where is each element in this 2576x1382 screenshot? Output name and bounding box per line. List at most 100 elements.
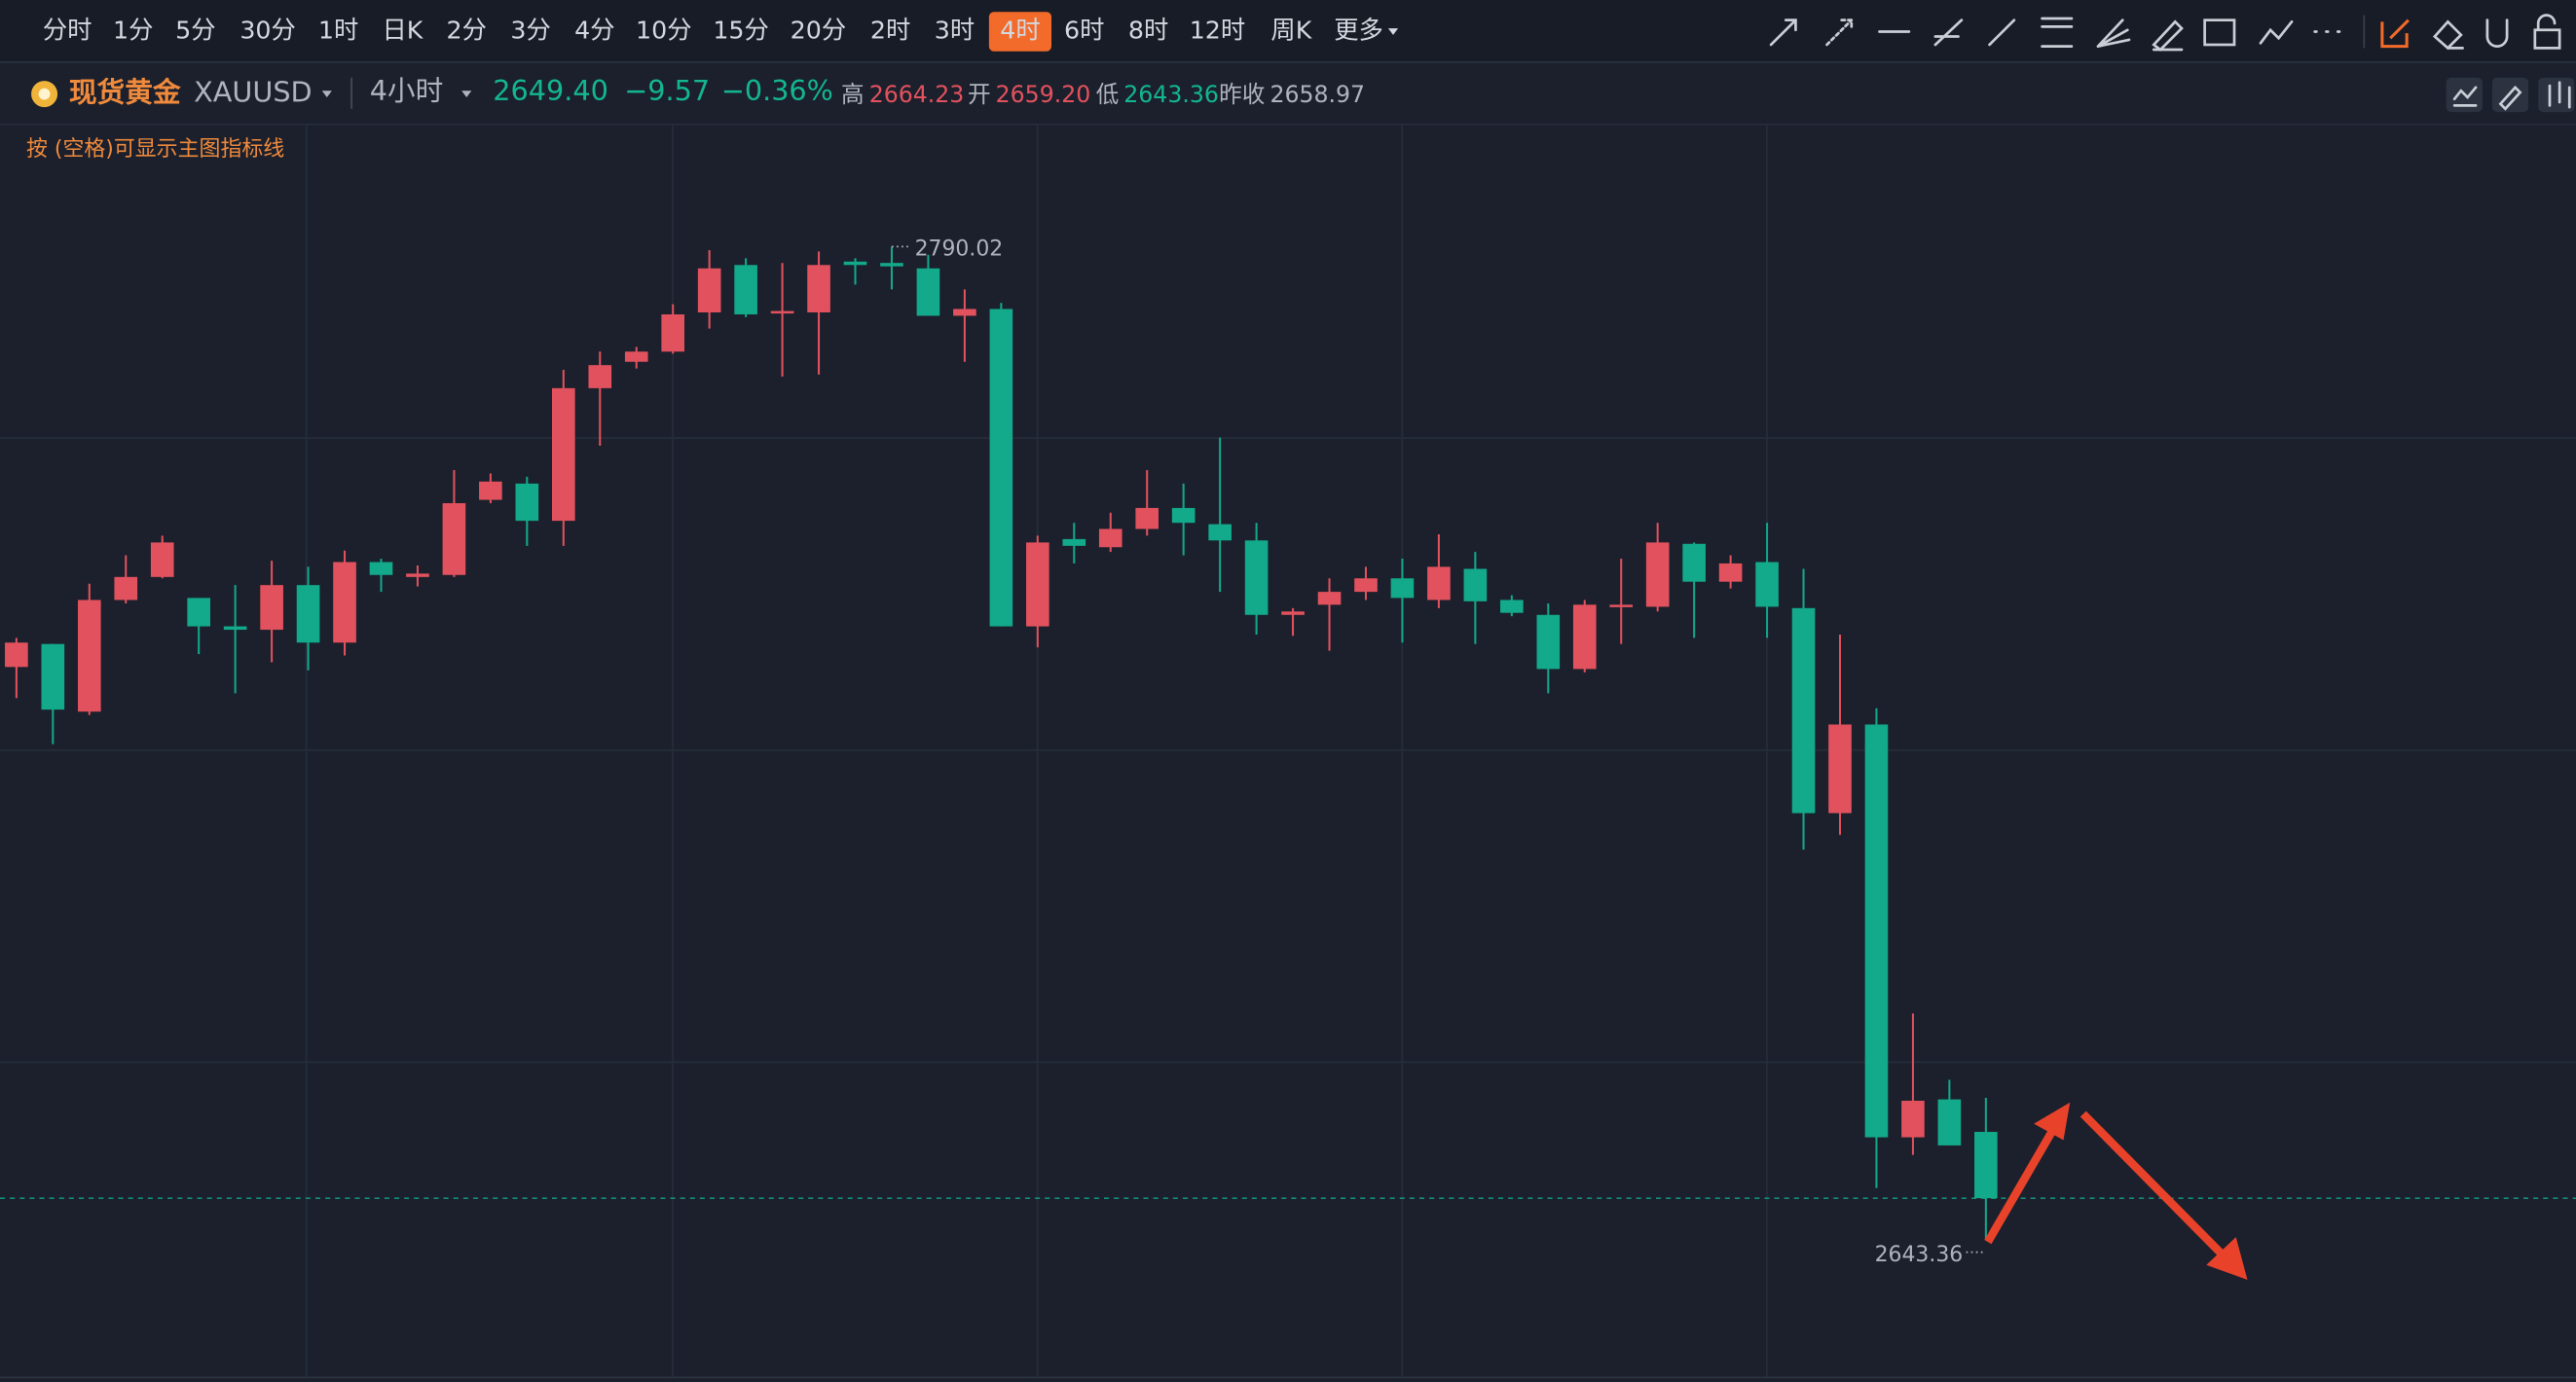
interval[interactable]: 6时 xyxy=(1064,16,1104,44)
candle-body xyxy=(1281,611,1305,615)
annotation-arrows xyxy=(1984,1102,2248,1280)
dropdown-caret xyxy=(461,91,472,97)
candle-body xyxy=(1390,578,1415,599)
candle-body xyxy=(807,265,830,312)
interval[interactable]: 2时 xyxy=(870,16,910,44)
symbol-name[interactable]: 现货黄金 xyxy=(69,76,181,109)
candle-body xyxy=(1645,542,1670,607)
price-change: −9.57 xyxy=(624,74,710,107)
candle-body xyxy=(953,309,976,316)
candle-body xyxy=(1536,614,1561,670)
tool-fan[interactable] xyxy=(2096,18,2131,49)
arrow-up-shaft xyxy=(1984,1126,2058,1245)
interval[interactable]: 10分 xyxy=(636,16,691,44)
arrow-down-head xyxy=(2206,1237,2248,1280)
tool-eraser[interactable] xyxy=(2432,19,2464,51)
candle-body xyxy=(880,263,903,267)
candle-body xyxy=(150,542,174,577)
candle-body xyxy=(41,643,65,710)
tool-lock[interactable] xyxy=(2533,14,2561,50)
prev-close-value: 2658.97 xyxy=(1270,81,1365,108)
interval-bar: 分时 1分 5分 30分 1时 日K 2分 3分 4分 10分 15分 20分 2时 3时 4时 6时 8时 12… xyxy=(43,12,1399,52)
interval[interactable]: 12时 xyxy=(1190,16,1246,44)
low-value: 2643.36 xyxy=(1123,81,1219,108)
interval[interactable]: 3时 xyxy=(935,16,975,44)
candle-body xyxy=(989,309,1013,627)
candle-body xyxy=(1755,562,1779,607)
symbol-code[interactable]: XAUUSD xyxy=(194,76,313,109)
tool-fib[interactable] xyxy=(2041,17,2074,49)
tool-pen[interactable] xyxy=(2152,19,2184,52)
chart-grid xyxy=(0,125,2576,1379)
period[interactable]: 4小时 xyxy=(370,74,444,107)
candle-body xyxy=(369,562,393,575)
candle-body xyxy=(843,261,867,266)
interval[interactable]: 5分 xyxy=(175,16,215,44)
interval[interactable]: 1时 xyxy=(318,16,358,44)
arrow-up-head xyxy=(2034,1102,2071,1141)
interval[interactable]: 3分 xyxy=(510,16,550,44)
candle-body xyxy=(1572,604,1597,670)
candle-body xyxy=(223,626,247,631)
tool-wave[interactable] xyxy=(2259,19,2294,45)
interval[interactable]: 15分 xyxy=(713,16,768,44)
candle-body xyxy=(734,265,757,315)
candle-body xyxy=(1828,724,1852,814)
candle-body xyxy=(77,600,101,712)
candle-body xyxy=(1974,1132,1998,1199)
candle-body xyxy=(1718,563,1743,582)
interval[interactable]: 分时 xyxy=(43,16,92,44)
candle-body xyxy=(406,573,429,577)
interval[interactable]: 日K xyxy=(382,16,423,44)
candle-body xyxy=(1244,540,1269,615)
tool-magnet[interactable] xyxy=(2485,18,2509,48)
candle-body xyxy=(697,268,721,312)
candle-body xyxy=(1026,542,1049,627)
tool-trend[interactable] xyxy=(1933,18,1964,47)
interval[interactable]: 20分 xyxy=(791,16,847,44)
interval[interactable]: 4分 xyxy=(574,16,614,44)
tool-image[interactable] xyxy=(2203,18,2236,47)
interval[interactable]: 更多 xyxy=(1334,16,1383,44)
candle-body xyxy=(1354,578,1378,593)
price-change-pct: −0.36% xyxy=(721,74,833,107)
interval[interactable]: 1分 xyxy=(113,16,153,44)
candle-body xyxy=(624,351,648,362)
candle-body xyxy=(333,562,356,643)
candle-body xyxy=(1208,524,1232,541)
candle-body xyxy=(1463,568,1488,601)
candle-body xyxy=(588,365,612,388)
low-label: 低 xyxy=(1096,81,1120,108)
prev-close-label: 昨收 xyxy=(1219,81,1265,108)
tool-edit[interactable] xyxy=(2380,18,2410,49)
tool-ray[interactable] xyxy=(1825,18,1854,47)
interval-active[interactable]: 4时 xyxy=(1000,16,1040,44)
interval[interactable]: 30分 xyxy=(239,16,296,44)
settings-button[interactable] xyxy=(2538,77,2575,113)
candle-body xyxy=(1901,1101,1925,1138)
interval[interactable]: 8时 xyxy=(1128,16,1168,44)
interval[interactable]: 周K xyxy=(1270,16,1312,44)
max-label: 2790.02 xyxy=(915,237,1004,262)
candle-body xyxy=(1791,607,1816,814)
candle-body xyxy=(1135,507,1159,529)
drawing-tools xyxy=(1769,14,2561,52)
indicator-icon xyxy=(2452,86,2478,107)
candle-body xyxy=(1864,724,1889,1138)
tool-arrow[interactable] xyxy=(1769,18,1797,47)
hint-text: 按 (空格)可显示主图指标线 xyxy=(26,137,284,162)
dropdown-caret xyxy=(321,91,332,97)
high-value: 2664.23 xyxy=(869,81,965,108)
interval[interactable]: 2分 xyxy=(447,16,487,44)
candle-body xyxy=(1937,1099,1962,1146)
candle-body xyxy=(442,503,466,575)
tool-line[interactable] xyxy=(1988,18,2016,47)
open-value: 2659.20 xyxy=(996,81,1091,108)
candle-body xyxy=(1317,592,1342,605)
quote-header: 现货黄金 XAUUSD 4小时 2649.40 −9.57 −0.36% 高 2… xyxy=(31,74,2575,113)
last-price: 2649.40 xyxy=(493,74,608,107)
candle-body xyxy=(515,483,539,522)
candle-body xyxy=(661,314,685,352)
